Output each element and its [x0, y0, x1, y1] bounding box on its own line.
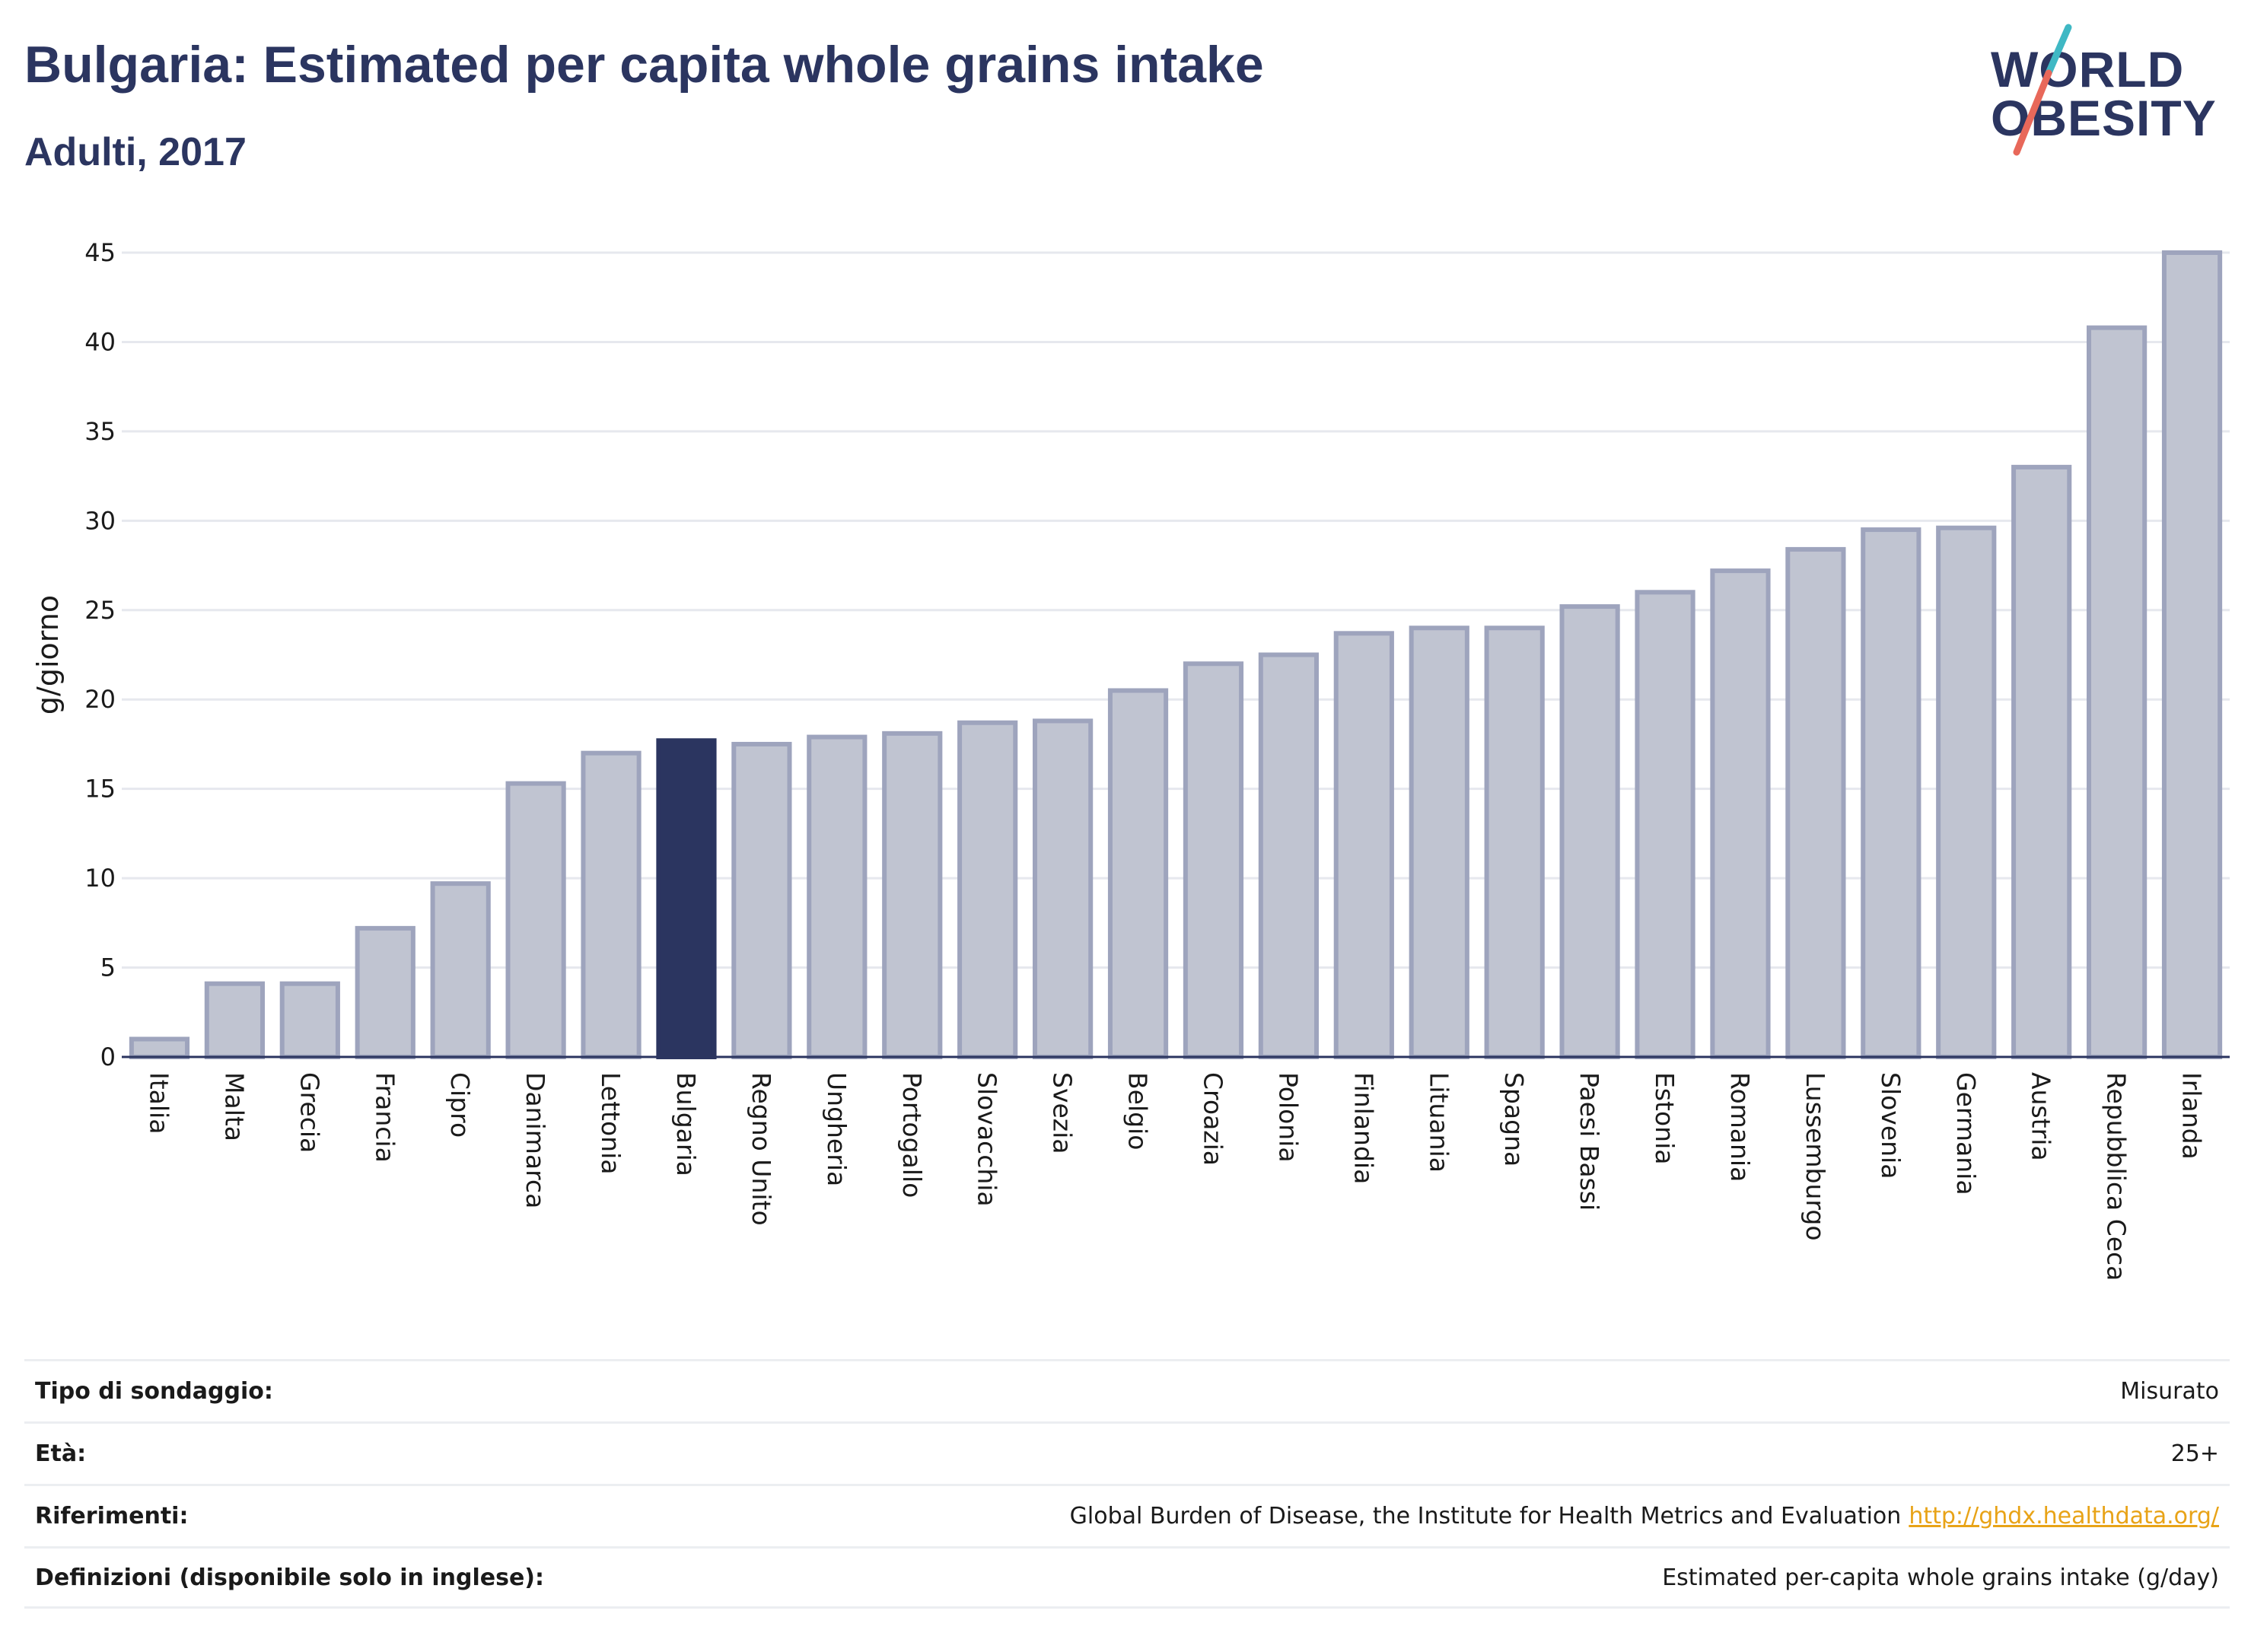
info-value: Misurato — [2120, 1378, 2219, 1405]
y-axis-title: g/giorno — [31, 595, 65, 715]
info-row-references: Riferimenti: Global Burden of Disease, t… — [24, 1484, 2230, 1546]
bar-grecia[interactable] — [279, 981, 340, 1059]
bar-italia[interactable] — [129, 1036, 190, 1059]
bars — [129, 250, 2223, 1060]
x-tick-label: Polonia — [1273, 1072, 1303, 1163]
bar-spagna[interactable] — [1484, 625, 1545, 1059]
bar-germania[interactable] — [1936, 525, 1997, 1059]
bar-slovacchia[interactable] — [957, 720, 1018, 1059]
bar-svezia[interactable] — [1033, 718, 1094, 1059]
bar-portogallo[interactable] — [882, 731, 943, 1060]
bar-irlanda[interactable] — [2161, 250, 2223, 1059]
x-tick-label: Paesi Bassi — [1574, 1072, 1604, 1211]
x-tick-label: Ungheria — [822, 1072, 852, 1186]
bar-austria[interactable] — [2011, 464, 2072, 1060]
bar-estonia[interactable] — [1635, 590, 1695, 1059]
x-tick-label: Spagna — [1499, 1072, 1529, 1167]
x-tick-label: Austria — [2027, 1072, 2056, 1161]
bar-chart: 0 5 10 15 20 25 30 35 40 45 Italia Malta Grecia Franc… — [31, 238, 2230, 1281]
bar-croazia[interactable] — [1183, 661, 1244, 1059]
x-tick-label: Lituania — [1424, 1072, 1453, 1173]
y-tick-label: 25 — [84, 596, 116, 625]
info-row-survey-type: Tipo di sondaggio: Misurato — [24, 1359, 2230, 1421]
world-obesity-logo: WORLD OBESITY — [1979, 23, 2237, 160]
y-tick-label: 45 — [84, 238, 116, 267]
logo-line-1: WORLD — [1991, 41, 2185, 97]
x-tick-label: Francia — [370, 1072, 400, 1163]
y-tick-label: 30 — [84, 506, 116, 535]
axes: 0 5 10 15 20 25 30 35 40 45 Italia Malta Grecia Franc… — [84, 238, 2230, 1281]
x-tick-label: Belgio — [1123, 1072, 1153, 1150]
y-tick-label: 5 — [100, 953, 116, 982]
logo-slash-icon — [2013, 24, 2072, 156]
bar-finlandia[interactable] — [1333, 631, 1394, 1059]
x-tick-label: Slovenia — [1876, 1072, 1906, 1179]
bar-bulgaria[interactable] — [656, 738, 717, 1059]
x-tick-label: Italia — [144, 1072, 174, 1134]
bar-regno-unito[interactable] — [731, 741, 792, 1059]
reference-text: Global Burden of Disease, the Institute … — [1069, 1503, 1902, 1529]
x-tick-label: Grecia — [295, 1072, 324, 1153]
info-row-definitions: Definizioni (disponibile solo in inglese… — [24, 1546, 2230, 1609]
info-label: Tipo di sondaggio: — [35, 1378, 273, 1405]
x-tick-label: Cipro — [445, 1072, 475, 1138]
y-tick-label: 0 — [100, 1042, 116, 1071]
x-tick-label: Slovacchia — [973, 1072, 1002, 1207]
x-tick-label: Estonia — [1650, 1072, 1679, 1164]
x-tick-label: Malta — [219, 1072, 249, 1141]
chart-title: Bulgaria: Estimated per capita whole gra… — [24, 36, 1264, 94]
info-value: 25+ — [2170, 1440, 2219, 1467]
x-tick-label: Lussemburgo — [1800, 1072, 1830, 1241]
x-tick-label: Irlanda — [2177, 1072, 2207, 1160]
info-value: Estimated per-capita whole grains intake… — [1662, 1564, 2219, 1591]
y-tick-label: 20 — [84, 685, 116, 714]
info-row-age: Età: 25+ — [24, 1421, 2230, 1484]
bar-lettonia[interactable] — [581, 750, 642, 1059]
x-tick-label: Danimarca — [521, 1072, 550, 1208]
info-label: Età: — [35, 1440, 87, 1467]
info-label: Riferimenti: — [35, 1503, 189, 1529]
bar-belgio[interactable] — [1107, 688, 1169, 1059]
x-tick-label: Croazia — [1198, 1072, 1227, 1166]
info-table: Tipo di sondaggio: Misurato Età: 25+ Rif… — [24, 1359, 2230, 1609]
info-value: Global Burden of Disease, the Institute … — [1070, 1503, 2219, 1529]
y-tick-label: 15 — [84, 775, 116, 804]
bar-cipro[interactable] — [430, 881, 491, 1059]
x-tick-label: Regno Unito — [747, 1072, 776, 1226]
info-label: Definizioni (disponibile solo in inglese… — [35, 1564, 544, 1591]
bar-lussemburgo[interactable] — [1785, 546, 1846, 1060]
bar-lituania[interactable] — [1409, 625, 1469, 1059]
bar-danimarca[interactable] — [505, 781, 566, 1059]
bar-repubblica-ceca[interactable] — [2087, 325, 2148, 1060]
bar-polonia[interactable] — [1258, 652, 1319, 1059]
x-tick-label: Romania — [1725, 1072, 1755, 1182]
x-tick-label: Germania — [1951, 1072, 1981, 1195]
y-tick-label: 10 — [84, 864, 116, 893]
bar-romania[interactable] — [1710, 568, 1771, 1059]
bar-francia[interactable] — [355, 925, 415, 1059]
y-tick-label: 35 — [84, 417, 116, 446]
x-tick-label: Repubblica Ceca — [2102, 1072, 2132, 1281]
chart-subtitle: Adulti, 2017 — [24, 130, 247, 174]
y-tick-label: 40 — [84, 327, 116, 356]
bar-malta[interactable] — [204, 981, 265, 1059]
bar-paesi-bassi[interactable] — [1559, 604, 1620, 1059]
x-tick-label: Lettonia — [596, 1072, 626, 1174]
bar-ungheria[interactable] — [807, 734, 868, 1059]
x-tick-label: Bulgaria — [671, 1072, 701, 1176]
bar-slovenia[interactable] — [1861, 527, 1921, 1060]
x-tick-label: Svezia — [1048, 1072, 1078, 1154]
x-tick-label: Portogallo — [897, 1072, 927, 1198]
x-tick-label: Finlandia — [1348, 1072, 1378, 1184]
reference-link[interactable]: http://ghdx.healthdata.org/ — [1909, 1503, 2219, 1529]
